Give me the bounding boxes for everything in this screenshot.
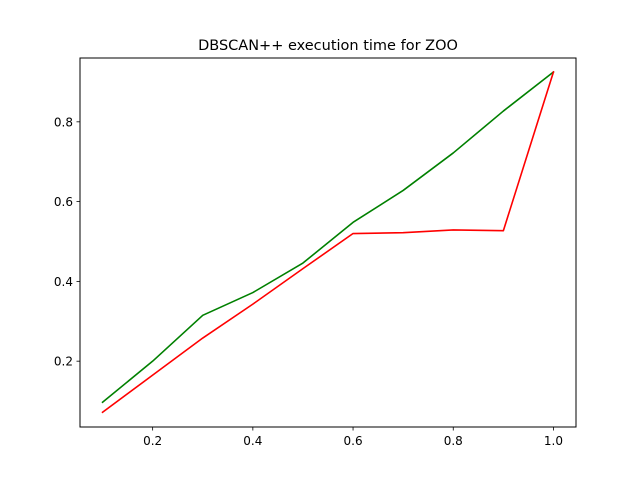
x-tick-label: 0.4 [243,434,262,448]
y-tick-label: 0.6 [54,195,73,209]
x-tick-label: 0.2 [143,434,162,448]
series-line-2 [101,70,555,414]
chart-title: DBSCAN++ execution time for ZOO [198,38,458,54]
x-tick-label: 0.8 [444,434,463,448]
y-tick-label: 0.8 [54,115,73,129]
y-axis-ticks: 0.2 0.4 0.6 0.8 [54,115,80,369]
x-tick-label: 1.0 [544,434,563,448]
y-tick-label: 0.2 [54,355,73,369]
plot-frame [79,57,577,428]
y-tick-label: 0.4 [54,275,73,289]
x-axis-ticks: 0.2 0.4 0.6 0.8 1.0 [143,427,563,448]
series-line-1 [101,70,555,404]
x-tick-label: 0.6 [344,434,363,448]
plot-lines [101,70,555,414]
